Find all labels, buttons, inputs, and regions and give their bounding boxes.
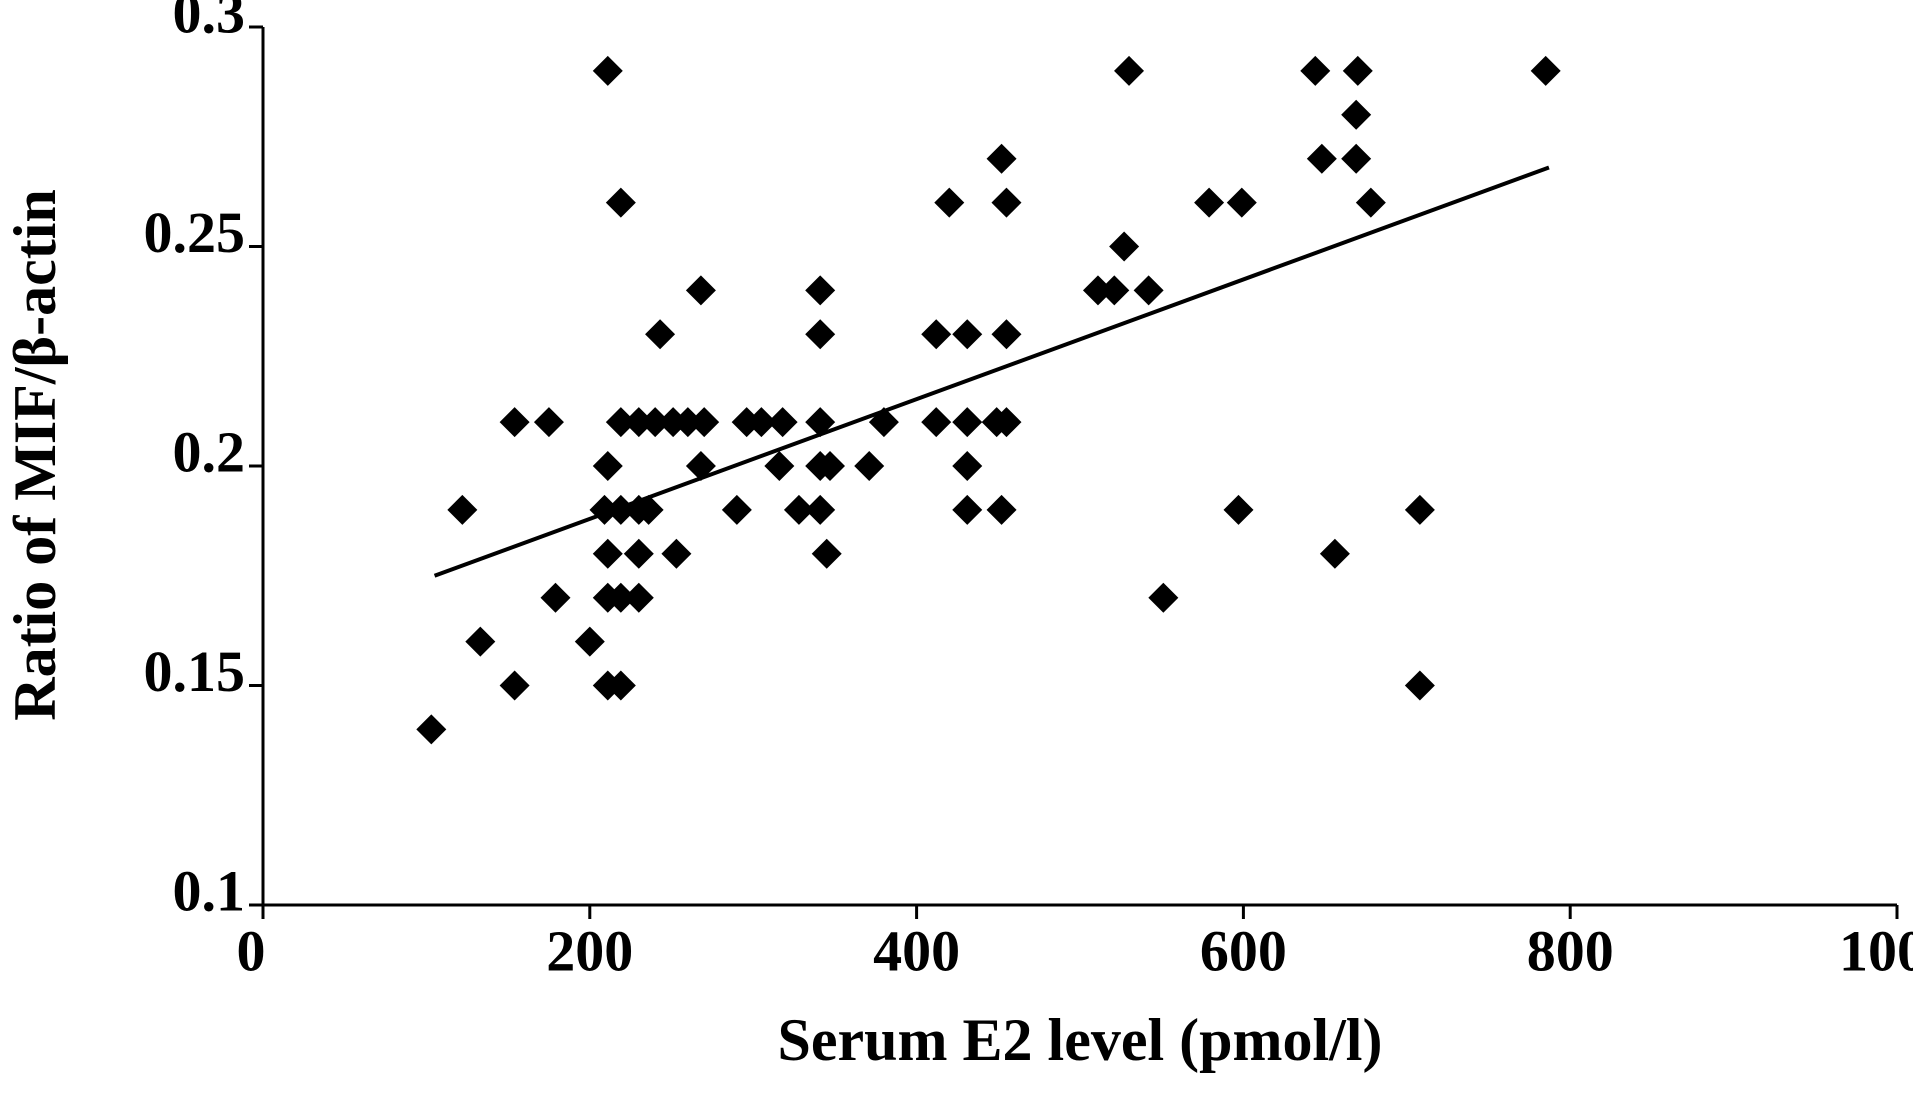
data-point [952,451,983,481]
data-point [991,407,1022,438]
data-point [1099,275,1130,306]
data-point [1341,143,1372,174]
data-point [685,275,716,306]
y-tick-label: 0.2 [173,419,246,484]
data-point [540,582,571,613]
data-point [805,494,836,525]
data-point [689,407,720,438]
data-point [991,319,1022,350]
data-point [1530,55,1561,86]
data-point [623,407,654,438]
data-point [605,582,636,613]
data-point [1133,275,1164,306]
data-point [934,187,965,218]
data-point [592,451,623,481]
data-point [921,407,952,438]
data-point [767,407,798,438]
data-point [952,319,983,350]
data-point [416,714,447,745]
data-point [499,670,530,701]
data-point [592,538,623,569]
data-point [623,538,654,569]
x-axis-title: Serum E2 level (pmol/l) [778,1007,1383,1073]
data-point [1319,538,1350,569]
data-point [1342,55,1373,86]
data-point [633,494,664,525]
data-point [764,451,795,481]
x-tick-label: 0 [237,918,266,983]
data-point [1194,187,1225,218]
data-point [1226,187,1257,218]
data-point [921,319,952,350]
data-point [814,451,845,481]
data-point [623,582,654,613]
data-point [1114,55,1145,86]
data-point [952,494,983,525]
x-tick-label: 600 [1200,918,1287,983]
data-point [533,407,564,438]
trend-line [433,165,1550,578]
data-point [1223,494,1254,525]
data-point [805,319,836,350]
data-point [661,538,692,569]
x-tick-label: 200 [546,918,633,983]
data-point [811,538,842,569]
data-point [1082,275,1113,306]
data-point [1404,494,1435,525]
y-tick-label: 0.15 [144,639,246,704]
data-point [645,319,676,350]
data-point [1306,143,1337,174]
data-point [589,494,620,525]
data-point [465,626,496,657]
data-point [640,407,671,438]
data-point [605,187,636,218]
data-point [605,494,636,525]
data-point [1148,582,1179,613]
data-point [986,143,1017,174]
data-point [991,187,1022,218]
data-point [574,626,605,657]
y-axis-title: Ratio of MIF/β-actin [2,189,68,721]
data-point [605,407,636,438]
data-point [783,494,814,525]
data-point [952,407,983,438]
x-tick-label: 800 [1527,918,1614,983]
x-tick-label: 400 [873,918,960,983]
data-point [1109,231,1140,262]
data-point [592,55,623,86]
data-point [1300,55,1331,86]
data-point [1404,670,1435,701]
data-point [746,407,777,438]
data-point [805,275,836,306]
data-point [605,670,636,701]
data-point [854,451,885,481]
data-point [499,407,530,438]
y-tick-label: 0.1 [173,858,246,923]
data-point [447,494,478,525]
data-point [986,494,1017,525]
data-point [1355,187,1386,218]
y-tick-label: 0.3 [173,0,246,45]
data-point [672,407,703,438]
data-point [1341,99,1372,130]
data-point [721,494,752,525]
y-tick-label: 0.25 [144,200,246,265]
x-tick-label: 1000 [1839,918,1913,983]
